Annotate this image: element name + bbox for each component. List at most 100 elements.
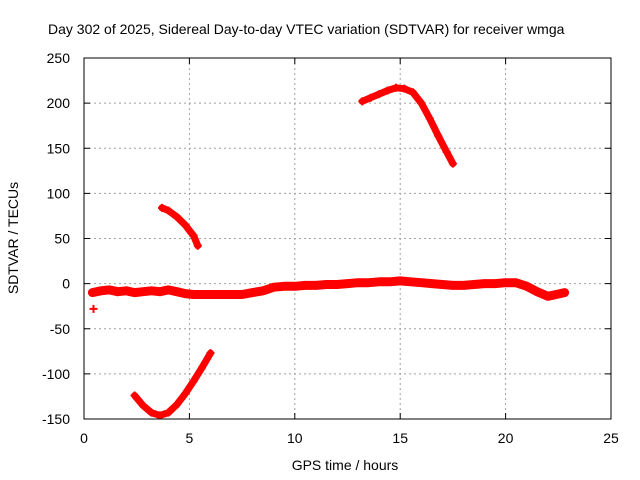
data-point <box>322 280 331 289</box>
data-point <box>164 408 173 417</box>
data-point <box>96 286 105 295</box>
data-point <box>364 278 373 287</box>
data-point <box>172 212 181 221</box>
x-tick-label: 0 <box>80 430 88 446</box>
data-point <box>396 276 405 285</box>
data-point <box>469 280 478 289</box>
data-point <box>406 277 415 286</box>
data-point <box>259 286 268 295</box>
data-point <box>147 408 156 417</box>
y-tick-label: 100 <box>47 185 71 201</box>
data-point <box>198 290 207 299</box>
series-mid-arc <box>157 203 202 250</box>
data-point <box>332 280 341 289</box>
data-point <box>417 278 426 287</box>
data-point <box>198 363 207 372</box>
y-tick-label: -100 <box>42 366 70 382</box>
data-point <box>105 285 114 294</box>
data-point <box>512 278 521 287</box>
y-axis-title: SDTVAR / TECUs <box>5 182 21 294</box>
series-high-arc <box>358 83 457 168</box>
data-point <box>358 97 367 106</box>
data-point <box>181 389 190 398</box>
data-point <box>552 290 561 299</box>
data-point <box>139 401 148 410</box>
y-tick-label: 250 <box>47 50 71 66</box>
data-point <box>425 114 434 123</box>
data-point <box>442 147 451 156</box>
data-point <box>206 290 215 299</box>
series-low-arc <box>130 349 215 420</box>
plot-frame <box>83 57 612 420</box>
series-baseline <box>87 276 570 301</box>
y-tick-label: 200 <box>47 95 71 111</box>
data-point <box>343 279 352 288</box>
data-point <box>560 288 569 297</box>
y-tick-label: 50 <box>54 231 70 247</box>
data-point <box>366 93 375 102</box>
data-point <box>217 290 226 299</box>
data-point <box>89 304 98 313</box>
data-point <box>448 159 457 168</box>
x-tick-label: 15 <box>392 430 408 446</box>
data-point <box>181 289 190 298</box>
data-point <box>427 279 436 288</box>
data-point <box>155 287 164 296</box>
data-point <box>157 203 166 212</box>
data-point <box>238 290 247 299</box>
data-point <box>375 90 384 99</box>
data-point <box>459 281 468 290</box>
data-point <box>533 287 542 296</box>
data-point <box>139 287 148 296</box>
data-point <box>189 290 198 299</box>
data-point <box>501 278 510 287</box>
data-points <box>87 83 570 420</box>
data-point <box>434 131 443 140</box>
data-point <box>130 288 139 297</box>
x-tick-label: 5 <box>186 430 194 446</box>
y-tick-labels: 250 200 150 100 50 0 -50 -100 -150 <box>42 50 70 427</box>
axis-ticks <box>83 57 612 420</box>
data-point <box>189 377 198 386</box>
series-outlier <box>89 304 98 313</box>
data-point <box>383 86 392 95</box>
data-point <box>227 290 236 299</box>
data-point <box>164 206 173 215</box>
data-point <box>147 286 156 295</box>
data-point <box>448 281 457 290</box>
data-point <box>290 282 299 291</box>
data-point <box>193 241 202 250</box>
data-point <box>391 83 400 92</box>
data-point <box>438 280 447 289</box>
data-point <box>280 282 289 291</box>
data-point <box>375 277 384 286</box>
chart-title: Day 302 of 2025, Sidereal Day-to-day VTE… <box>48 21 565 37</box>
data-point <box>400 84 409 93</box>
data-point <box>172 287 181 296</box>
data-point <box>155 411 164 420</box>
data-point <box>480 279 489 288</box>
data-point <box>88 288 97 297</box>
y-tick-label: 150 <box>47 140 71 156</box>
data-point <box>354 278 363 287</box>
data-point <box>269 283 278 292</box>
x-tick-labels: 0 5 10 15 20 25 <box>80 430 619 446</box>
data-point <box>543 292 552 301</box>
series-line-low-arc <box>131 349 214 419</box>
series-line-high-arc <box>358 84 457 168</box>
data-point <box>172 400 181 409</box>
x-axis-title: GPS time / hours <box>292 457 399 473</box>
data-point <box>417 99 426 108</box>
data-point <box>113 287 122 296</box>
x-tick-label: 10 <box>287 430 303 446</box>
y-tick-label: -50 <box>50 321 70 337</box>
x-tick-label: 20 <box>498 430 514 446</box>
data-point <box>248 288 257 297</box>
data-point <box>311 281 320 290</box>
data-point <box>385 277 394 286</box>
data-point <box>491 279 500 288</box>
data-point <box>522 282 531 291</box>
data-point <box>164 285 173 294</box>
data-point <box>181 220 190 229</box>
